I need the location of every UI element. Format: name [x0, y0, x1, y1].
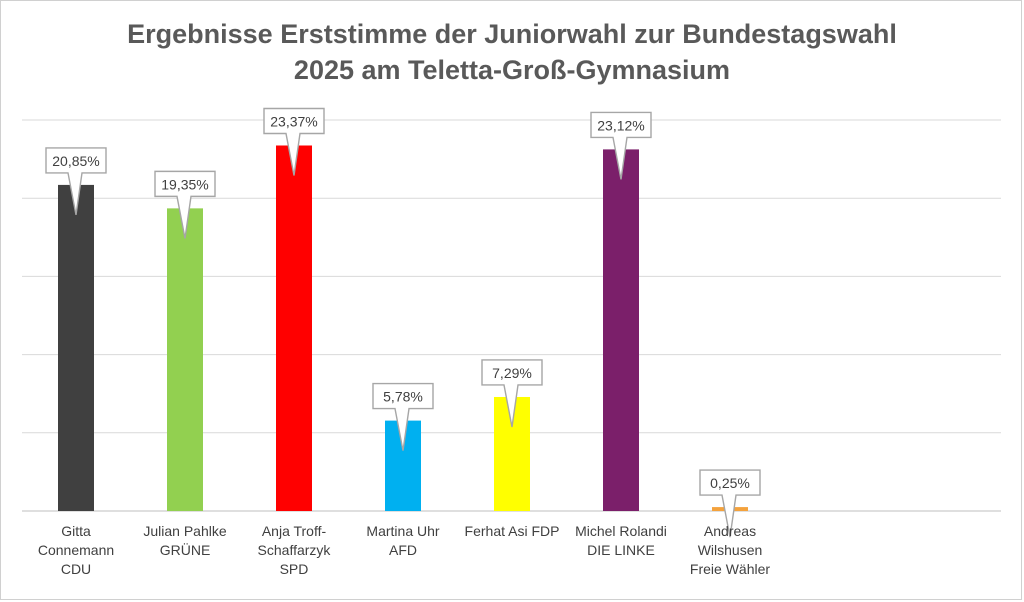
- bar: [603, 149, 639, 511]
- data-label-callout: 7,29%: [481, 359, 543, 428]
- data-label: 7,29%: [492, 365, 532, 381]
- category-label: Julian Pahlke GRÜNE: [143, 523, 227, 558]
- callout-box: [263, 107, 325, 176]
- category-label: Gitta Connemann CDU: [37, 523, 115, 577]
- category-label: Andreas Wilshusen Freie Wähler: [689, 523, 771, 577]
- chart-title: Ergebnisse Erststimme der Juniorwahl zur…: [127, 19, 897, 85]
- category-label: Martina Uhr AFD: [366, 523, 440, 558]
- callout-box: [699, 469, 761, 538]
- data-label-callout: 23,12%: [590, 111, 652, 180]
- callout-box: [154, 170, 216, 239]
- category-label: Michel Rolandi DIE LINKE: [575, 523, 667, 558]
- data-label: 0,25%: [710, 475, 750, 491]
- data-label: 23,37%: [270, 113, 317, 129]
- data-label-callout: 19,35%: [154, 170, 216, 239]
- bar: [276, 145, 312, 511]
- data-label-callout: 20,85%: [45, 147, 107, 216]
- callout-box: [372, 382, 434, 451]
- callout-box: [481, 359, 543, 428]
- bar: [167, 208, 203, 511]
- data-label: 5,78%: [383, 389, 423, 405]
- callout-box: [45, 147, 107, 216]
- data-label-callout: 23,37%: [263, 107, 325, 176]
- data-label-callout: 0,25%: [699, 469, 761, 538]
- data-label-callout: 5,78%: [372, 382, 434, 451]
- data-label: 20,85%: [52, 153, 99, 169]
- data-label: 19,35%: [161, 176, 208, 192]
- bar: [58, 184, 94, 511]
- category-label: Ferhat Asi FDP: [464, 523, 560, 539]
- data-label: 23,12%: [597, 117, 644, 133]
- callout-box: [590, 111, 652, 180]
- category-label: Anja Troff- Schaffarzyk SPD: [257, 523, 331, 577]
